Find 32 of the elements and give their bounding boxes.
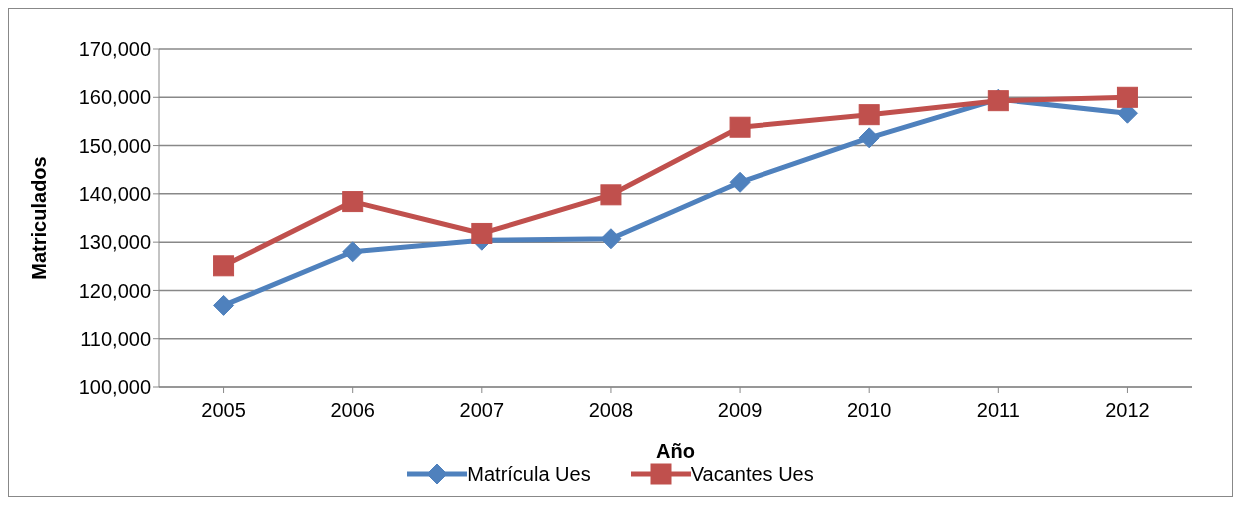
point: [729, 116, 751, 138]
x-tick-label: 2007: [459, 399, 505, 422]
y-tick-label: 100,000: [78, 376, 151, 399]
point: [858, 104, 880, 126]
point: [342, 241, 364, 263]
y-tick-label: 170,000: [78, 38, 151, 61]
x-tick-label: 2011: [976, 399, 1020, 422]
x-tick-label: 2006: [330, 399, 375, 422]
point: [471, 222, 493, 244]
x-tick-label: 2009: [717, 399, 763, 422]
y-tick-label: 140,000: [78, 182, 151, 205]
y-tick-label: 130,000: [78, 231, 151, 254]
legend-label: Vacantes Ues: [690, 462, 814, 486]
x-tick-label: 2008: [588, 399, 634, 422]
x-tick-label: 2010: [846, 399, 892, 422]
point: [213, 294, 235, 316]
y-tick-label: 110,000: [80, 327, 151, 350]
point: [600, 228, 622, 250]
point: [342, 191, 364, 213]
y-tick-label: 160,000: [78, 86, 151, 109]
point: [1116, 86, 1138, 108]
point: [213, 255, 235, 277]
point: [729, 171, 751, 193]
x-tick-label: 2012: [1105, 399, 1150, 422]
point: [600, 184, 622, 206]
x-tick-label: 2005: [201, 399, 246, 422]
y-tick-label: 150,000: [78, 134, 151, 157]
legend-label: Matrícula Ues: [467, 462, 591, 486]
y-tick-label: 120,000: [78, 279, 151, 302]
point: [858, 127, 880, 149]
y-axis-title: Matriculados: [28, 156, 51, 280]
x-axis-title: Año: [656, 440, 695, 462]
